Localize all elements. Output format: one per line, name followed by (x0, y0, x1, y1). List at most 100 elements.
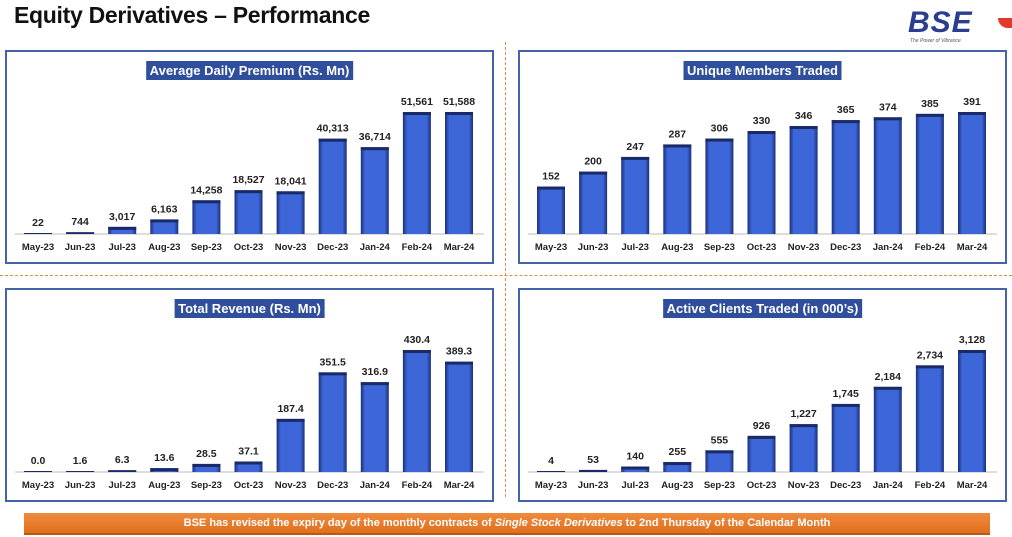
x-tick-label: Dec-23 (317, 480, 348, 491)
bar-cap (360, 382, 389, 386)
bar-cap (537, 186, 565, 190)
x-tick-label: Jan-24 (360, 242, 391, 253)
x-tick-label: Oct-23 (747, 242, 777, 253)
x-tick-label: Jul-23 (621, 242, 648, 253)
bar-Aug-23 (663, 144, 692, 234)
bar-cap (747, 131, 776, 135)
x-tick-label: Sep-23 (191, 480, 222, 491)
bar-Jul-23 (621, 156, 650, 234)
data-label: 430.4 (404, 334, 430, 346)
data-label: 36,714 (359, 131, 391, 143)
x-tick-label: Feb-24 (915, 480, 946, 491)
vertical-divider (505, 42, 506, 497)
data-label: 37.1 (238, 445, 259, 457)
data-label: 13.6 (154, 452, 175, 464)
bar-Mar-24 (958, 112, 986, 234)
data-label: 51,588 (443, 96, 475, 108)
bar-Nov-23 (789, 126, 818, 234)
bar-Feb-24 (402, 112, 431, 234)
bar-May-23 (537, 186, 565, 234)
bar-cap (789, 126, 818, 130)
x-tick-label: Feb-24 (402, 242, 433, 253)
data-label: 389.3 (446, 346, 472, 358)
data-label: 926 (753, 420, 771, 432)
x-tick-label: Oct-23 (234, 242, 264, 253)
x-tick-label: Oct-23 (747, 480, 777, 491)
x-tick-label: Aug-23 (661, 480, 693, 491)
x-tick-label: Dec-23 (830, 480, 861, 491)
bar-cap (24, 233, 52, 234)
bar-cap (705, 450, 734, 454)
bar-cap (402, 350, 431, 353)
data-label: 0.0 (31, 455, 46, 467)
data-label: 2,184 (875, 371, 901, 383)
x-tick-label: Jan-24 (873, 480, 904, 491)
bar-Nov-23 (789, 424, 818, 472)
bar-cap (318, 372, 347, 376)
data-label: 3,128 (959, 334, 985, 346)
x-tick-label: Jun-23 (65, 480, 96, 491)
bar-Mar-24 (445, 361, 473, 472)
bar-Dec-23 (831, 120, 860, 234)
x-tick-label: Aug-23 (148, 480, 180, 491)
bar-Feb-24 (915, 113, 944, 234)
x-tick-label: Jun-23 (65, 242, 96, 253)
x-tick-label: Sep-23 (704, 242, 735, 253)
bar-cap (150, 468, 179, 472)
bar-cap (621, 466, 650, 470)
x-tick-label: Nov-23 (788, 242, 820, 253)
bar-Sep-23 (705, 450, 734, 472)
bar-cap (705, 138, 734, 142)
bar-Sep-23 (192, 463, 221, 472)
data-label: 351.5 (320, 356, 346, 368)
x-tick-label: Mar-24 (444, 242, 475, 253)
bar-Jul-23 (108, 226, 137, 234)
data-label: 365 (837, 104, 855, 116)
x-tick-label: Mar-24 (957, 480, 988, 491)
data-label: 306 (711, 123, 729, 135)
bar-Dec-23 (831, 403, 860, 472)
bar-cap (915, 113, 944, 117)
bar-Jun-23 (579, 171, 608, 234)
bar-cap (831, 403, 860, 407)
chart-title: Average Daily Premium (Rs. Mn) (145, 61, 354, 80)
bar-Oct-23 (234, 461, 263, 472)
bar-Sep-23 (192, 200, 221, 234)
logo-flame-icon (998, 18, 1012, 28)
data-label: 6.3 (115, 454, 130, 466)
bar-cap (24, 471, 52, 472)
bar-cap (789, 424, 818, 428)
x-tick-label: Dec-23 (317, 242, 348, 253)
bar-Aug-23 (663, 462, 692, 472)
bar-cap (915, 365, 944, 369)
data-label: 316.9 (362, 366, 388, 378)
x-tick-label: May-23 (22, 242, 54, 253)
bar-cap (234, 461, 263, 465)
logo-text: BSE (908, 6, 973, 39)
bar-Nov-23 (276, 418, 305, 472)
bar-cap (579, 469, 608, 472)
bar-Dec-23 (318, 138, 347, 234)
x-tick-label: Nov-23 (275, 480, 307, 491)
bar-Sep-23 (705, 138, 734, 234)
chart-title: Total Revenue (Rs. Mn) (174, 299, 325, 318)
bar-cap (318, 138, 347, 142)
bar-cap (66, 232, 95, 234)
data-label: 200 (584, 156, 602, 168)
x-tick-label: May-23 (535, 242, 567, 253)
x-tick-label: Nov-23 (275, 242, 307, 253)
bar-cap (663, 144, 692, 148)
bar-cap (445, 361, 473, 365)
bar-cap (66, 471, 95, 472)
page-title: Equity Derivatives – Performance (14, 2, 371, 28)
data-label: 1,227 (790, 408, 816, 420)
bar-cap (445, 112, 473, 115)
banner-text: BSE has revised the expiry day of the mo… (183, 517, 495, 529)
data-label: 51,561 (401, 96, 433, 108)
bar-Oct-23 (747, 131, 776, 234)
bar-cap (234, 190, 263, 194)
bar-cap (958, 350, 986, 353)
x-tick-label: Aug-23 (148, 242, 180, 253)
bar-cap (663, 462, 692, 466)
bar-Feb-24 (915, 365, 944, 472)
